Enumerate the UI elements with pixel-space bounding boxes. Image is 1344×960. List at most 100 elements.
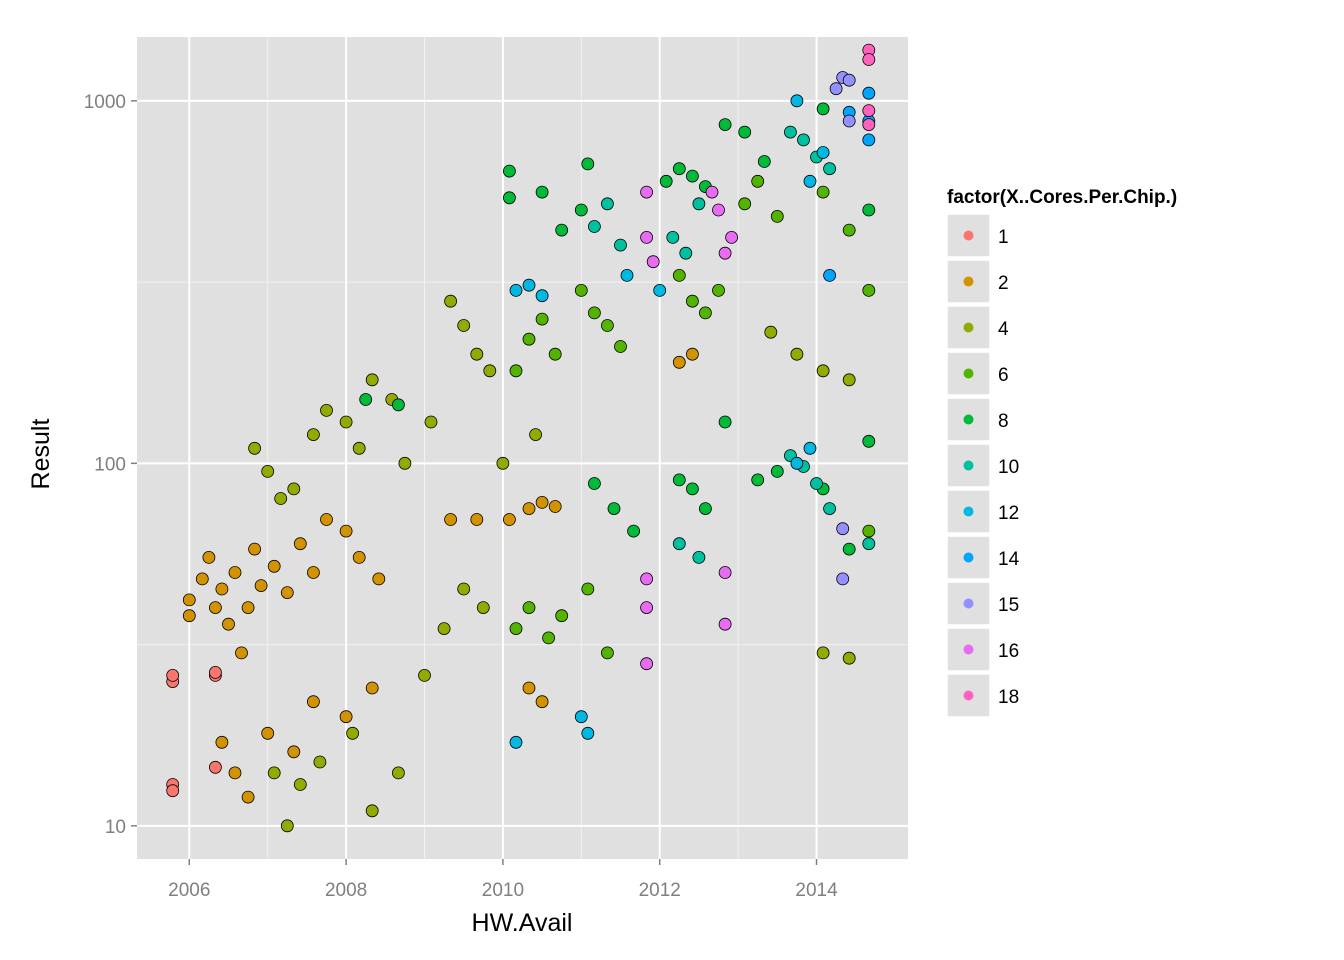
y-tick-label: 100 bbox=[94, 454, 126, 475]
data-point bbox=[391, 766, 405, 780]
data-point bbox=[542, 631, 555, 645]
data-point bbox=[686, 169, 699, 183]
data-point bbox=[208, 666, 222, 679]
data-point bbox=[862, 53, 876, 66]
data-point bbox=[692, 197, 706, 211]
data-point bbox=[672, 355, 686, 369]
data-point bbox=[261, 464, 275, 478]
data-point bbox=[581, 157, 595, 171]
legend-swatch bbox=[963, 276, 974, 287]
data-point bbox=[784, 125, 797, 139]
data-point bbox=[241, 601, 255, 614]
data-point bbox=[267, 559, 281, 573]
data-point bbox=[718, 566, 732, 579]
data-point bbox=[235, 646, 248, 660]
data-point bbox=[166, 784, 180, 798]
data-point bbox=[365, 681, 379, 695]
data-point bbox=[712, 283, 725, 297]
y-axis: 10 100 1000 bbox=[84, 92, 137, 838]
data-point bbox=[574, 710, 588, 724]
data-point bbox=[339, 415, 353, 429]
legend-swatch bbox=[963, 552, 974, 563]
data-point bbox=[672, 473, 686, 487]
data-point bbox=[502, 513, 516, 526]
data-point bbox=[391, 398, 405, 412]
data-point bbox=[352, 441, 366, 455]
legend-swatch bbox=[963, 368, 974, 379]
y-axis-title: Result bbox=[27, 419, 55, 490]
data-point bbox=[862, 203, 876, 217]
data-point bbox=[614, 238, 627, 252]
data-point bbox=[816, 102, 830, 116]
data-point bbox=[359, 393, 373, 406]
data-point bbox=[803, 441, 817, 455]
legend-swatch bbox=[963, 690, 974, 701]
data-point bbox=[757, 155, 771, 168]
data-point bbox=[842, 223, 856, 237]
data-point bbox=[640, 657, 653, 671]
data-point bbox=[418, 669, 431, 682]
data-point bbox=[614, 340, 627, 353]
legend-label: 18 bbox=[998, 687, 1019, 708]
x-tick-label: 2008 bbox=[325, 880, 367, 901]
data-point bbox=[816, 185, 830, 199]
data-point bbox=[228, 566, 242, 579]
data-point bbox=[653, 283, 667, 297]
data-point bbox=[764, 325, 778, 339]
legend-label: 4 bbox=[998, 319, 1009, 340]
data-point bbox=[293, 537, 307, 551]
data-point bbox=[803, 174, 817, 188]
data-point bbox=[306, 695, 320, 709]
data-point bbox=[640, 230, 653, 244]
data-point bbox=[862, 104, 876, 117]
data-point bbox=[640, 601, 653, 614]
legend-label: 12 bbox=[998, 503, 1019, 524]
data-point bbox=[601, 646, 614, 660]
legend-item: 18 bbox=[946, 673, 1019, 718]
data-point bbox=[672, 162, 686, 176]
data-point bbox=[823, 268, 836, 282]
data-point bbox=[640, 572, 653, 586]
data-point bbox=[725, 230, 738, 244]
legend-swatch bbox=[963, 414, 974, 425]
data-point bbox=[306, 428, 320, 442]
data-point bbox=[274, 492, 288, 505]
data-point bbox=[836, 522, 850, 536]
data-point bbox=[751, 174, 765, 188]
data-point bbox=[574, 283, 588, 297]
data-point bbox=[548, 347, 562, 361]
data-point bbox=[437, 622, 451, 635]
data-point bbox=[548, 500, 562, 513]
data-point bbox=[248, 542, 262, 556]
data-point bbox=[293, 778, 307, 791]
data-point bbox=[823, 502, 836, 516]
data-point bbox=[770, 209, 784, 223]
data-point bbox=[686, 294, 699, 308]
legend-item: 2 bbox=[946, 259, 1009, 304]
data-point bbox=[862, 537, 876, 551]
legend-item: 6 bbox=[946, 351, 1009, 396]
data-point bbox=[836, 572, 850, 586]
data-point bbox=[261, 726, 275, 740]
data-point bbox=[457, 582, 471, 596]
data-point bbox=[712, 203, 725, 217]
data-point bbox=[862, 283, 876, 297]
data-point bbox=[444, 294, 458, 308]
data-point bbox=[672, 268, 686, 282]
data-point bbox=[365, 373, 379, 387]
data-point bbox=[509, 364, 523, 378]
data-point bbox=[182, 593, 196, 607]
data-point bbox=[470, 513, 484, 526]
data-point bbox=[588, 477, 601, 490]
data-point bbox=[241, 790, 255, 804]
data-point bbox=[202, 551, 216, 564]
legend-swatch bbox=[963, 230, 974, 241]
data-point bbox=[718, 246, 732, 260]
data-point bbox=[842, 114, 856, 128]
data-point bbox=[738, 125, 752, 139]
data-point bbox=[679, 246, 693, 260]
data-point bbox=[522, 332, 536, 346]
data-point bbox=[222, 617, 235, 631]
data-point bbox=[588, 306, 601, 320]
data-point bbox=[509, 622, 523, 635]
